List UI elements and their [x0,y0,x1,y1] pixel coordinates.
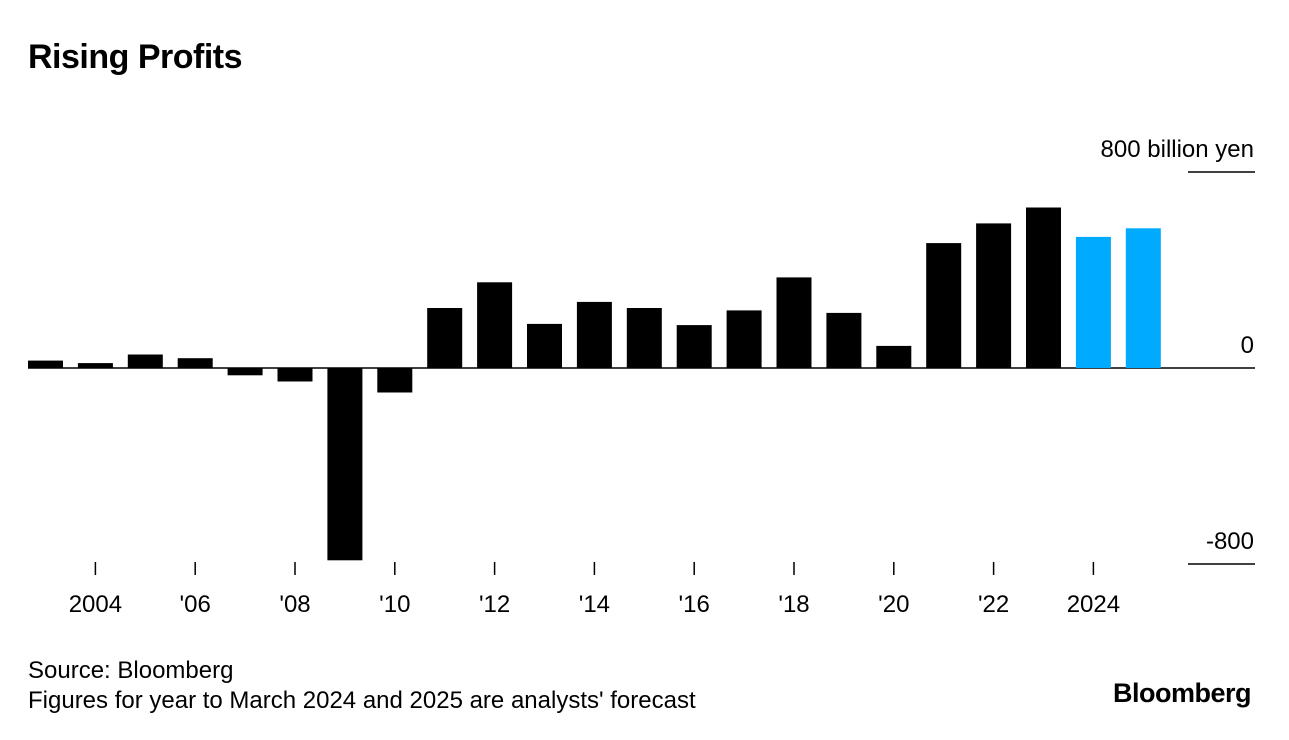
bloomberg-logo: Bloomberg [1112,678,1252,708]
x-tick-label-2024: 2024 [1067,591,1120,618]
bar-2023 [1026,207,1061,368]
bar-2003 [28,360,63,368]
x-tick-label-2016: '16 [679,591,710,618]
x-tick-label-2010: '10 [379,591,410,618]
x-tick-label-2018: '18 [778,591,809,618]
bar-2018 [776,277,812,368]
forecast-note: Figures for year to March 2024 and 2025 … [28,687,696,714]
bar-2020 [876,345,912,368]
x-tick-label-2008: '08 [279,591,310,618]
x-tick-label-2004: 2004 [69,591,122,618]
chart-footer: Source: Bloomberg Figures for year to Ma… [28,656,696,716]
bar-2012 [477,282,513,369]
y-tick-label-800: 800 billion yen [1101,136,1254,163]
x-tick-label-2014: '14 [579,591,610,618]
bar-2013 [527,323,562,368]
bar-2022 [976,223,1012,368]
bar-2005 [127,354,163,368]
bar-2019 [826,312,862,368]
y-tick-label-0: 0 [1241,332,1254,359]
bar-2014 [576,301,612,369]
bar-2015 [626,308,662,368]
forecast-bar-2025 [1125,228,1161,368]
bar-2021 [926,243,962,369]
bar-2006 [177,358,213,368]
bar-2009 [327,368,363,561]
bar-2008 [277,368,313,382]
x-tick-label-2012: '12 [479,591,510,618]
forecast-bar-2024 [1075,236,1111,368]
y-tick-label--800: -800 [1206,528,1254,555]
bar-2011 [427,308,463,368]
x-tick-label-2022: '22 [978,591,1009,618]
x-tick-label-2020: '20 [878,591,909,618]
source-text: Source: Bloomberg [28,657,234,684]
x-tick-label-2006: '06 [180,591,211,618]
bar-chart: 800 billion yen 0 -800 2004 '06 '08 '10 '12 '14 '… [28,136,1255,618]
bar-2004 [77,363,113,368]
bar-2010 [377,368,413,393]
bar-2017 [726,310,762,368]
chart-title: Rising Profits [28,38,243,76]
bar-2007 [227,368,263,376]
bar-2016 [676,325,712,368]
